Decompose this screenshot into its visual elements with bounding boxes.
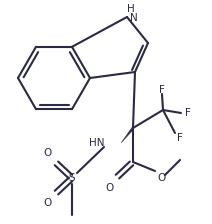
Text: O: O — [43, 148, 51, 158]
Text: S: S — [69, 173, 75, 183]
Text: H: H — [127, 4, 135, 14]
Polygon shape — [121, 126, 133, 143]
Text: N: N — [130, 13, 138, 23]
Text: HN: HN — [89, 138, 105, 148]
Text: F: F — [185, 108, 191, 118]
Text: F: F — [159, 85, 165, 95]
Text: F: F — [177, 133, 183, 143]
Text: O: O — [158, 173, 166, 183]
Text: O: O — [106, 183, 114, 193]
Text: O: O — [43, 198, 51, 208]
